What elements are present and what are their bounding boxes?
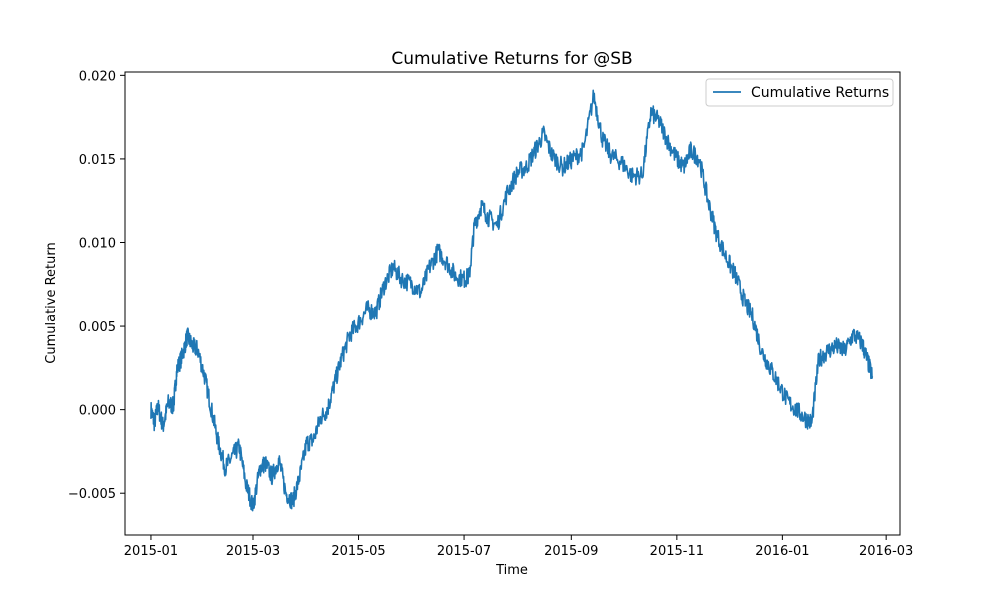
y-axis-label: Cumulative Return [44, 242, 59, 363]
x-tick-label: 2015-01 [124, 544, 178, 559]
chart-title: Cumulative Returns for @SB [391, 49, 632, 69]
x-tick-label: 2015-09 [544, 544, 598, 559]
y-tick-label: 0.005 [79, 320, 116, 335]
plot-frame [124, 71, 901, 536]
y-tick-label: 0.020 [79, 69, 116, 84]
y-tick-label: 0.015 [79, 153, 116, 168]
x-tick-label: 2015-07 [437, 544, 491, 559]
series-line-0 [150, 89, 874, 512]
plot-area [124, 71, 901, 536]
x-tick-label: 2015-03 [226, 544, 280, 559]
y-tick-label: 0.010 [79, 236, 116, 251]
legend-box [705, 78, 894, 107]
legend-entry-label: Cumulative Returns [751, 85, 889, 101]
x-tick-label: 2016-03 [859, 544, 913, 559]
x-tick-label: 2016-01 [755, 544, 809, 559]
y-tick-label: −0.005 [68, 487, 116, 502]
x-axis-label: Time [495, 563, 528, 578]
y-tick-label: 0.000 [79, 404, 116, 419]
legend: Cumulative Returns [705, 78, 894, 107]
x-axis: 2015-01 2015-03 2015-05 2015-07 2015-09 2015-… [124, 535, 913, 559]
y-axis: −0.005 0.000 0.005 0.010 0.015 0.020 [68, 69, 125, 502]
x-tick-label: 2015-11 [650, 544, 704, 559]
x-tick-label: 2015-05 [331, 544, 385, 559]
